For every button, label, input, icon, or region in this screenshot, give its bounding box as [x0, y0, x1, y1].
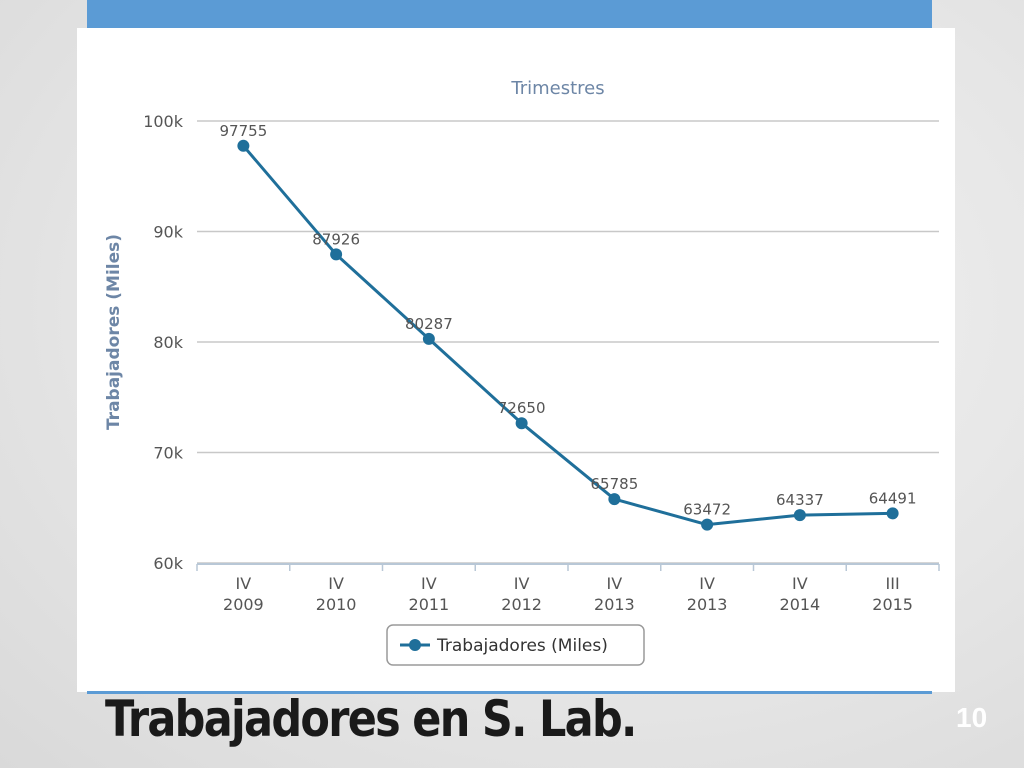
data-point: [886, 507, 899, 520]
data-point: [330, 248, 343, 261]
x-tick-label-period: IV: [514, 574, 530, 593]
x-tick-label-period: IV: [421, 574, 437, 593]
data-label: 72650: [498, 399, 546, 417]
data-point: [422, 332, 435, 345]
legend-box: [386, 624, 645, 666]
y-axis-title: Trabajadores (Miles): [104, 234, 124, 430]
slide-number: 10: [956, 702, 988, 733]
data-label: 64491: [869, 489, 917, 507]
chart-title: Trimestres: [510, 78, 604, 99]
y-tick-label: 60k: [153, 554, 183, 573]
x-tick-label-year: 2013: [687, 595, 728, 614]
x-tick-label-year: 2011: [409, 595, 450, 614]
title-underline: [87, 691, 932, 694]
x-tick-label-period: IV: [607, 574, 623, 593]
x-tick-label-year: 2013: [594, 595, 635, 614]
x-tick-label-year: 2014: [780, 595, 821, 614]
series-line: [242, 144, 893, 527]
line-chart: Trimestres Trabajadores (Miles) 60k 70k 80k 9…: [104, 78, 940, 666]
data-point: [515, 417, 528, 430]
y-tick-label: 100k: [143, 112, 184, 131]
y-tick-label: 80k: [153, 333, 183, 352]
y-tick-label: 70k: [153, 444, 183, 463]
slide-title: Trabajadores en S. Lab.: [105, 690, 637, 748]
x-tick-label-period: IV: [236, 574, 252, 593]
x-tick-label-period: IV: [328, 574, 344, 593]
data-label: 80287: [405, 315, 453, 333]
chart-panel: Trimestres Trabajadores (Miles) 60k 70k 80k 9…: [77, 28, 955, 692]
legend-marker: [409, 639, 421, 651]
data-label: 64337: [776, 491, 824, 509]
data-label: 97755: [220, 122, 268, 140]
legend-label: Trabajadores (Miles): [436, 636, 608, 656]
x-tick-label-year: 2012: [501, 595, 542, 614]
y-tick-label: 90k: [153, 223, 183, 242]
data-point: [701, 518, 714, 531]
data-label: 63472: [683, 501, 731, 519]
x-tick-label-period: III: [886, 574, 900, 593]
x-tick-label-year: 2010: [316, 595, 357, 614]
data-point: [237, 139, 250, 152]
data-label: 65785: [591, 475, 639, 493]
data-point: [608, 493, 621, 506]
x-tick-label-year: 2009: [223, 595, 264, 614]
top-accent-bar: [87, 0, 932, 28]
data-label: 87926: [312, 230, 360, 248]
x-tick-label-period: IV: [699, 574, 715, 593]
x-tick-label-period: IV: [792, 574, 808, 593]
data-point: [793, 509, 806, 522]
x-tick-label-year: 2015: [872, 595, 913, 614]
